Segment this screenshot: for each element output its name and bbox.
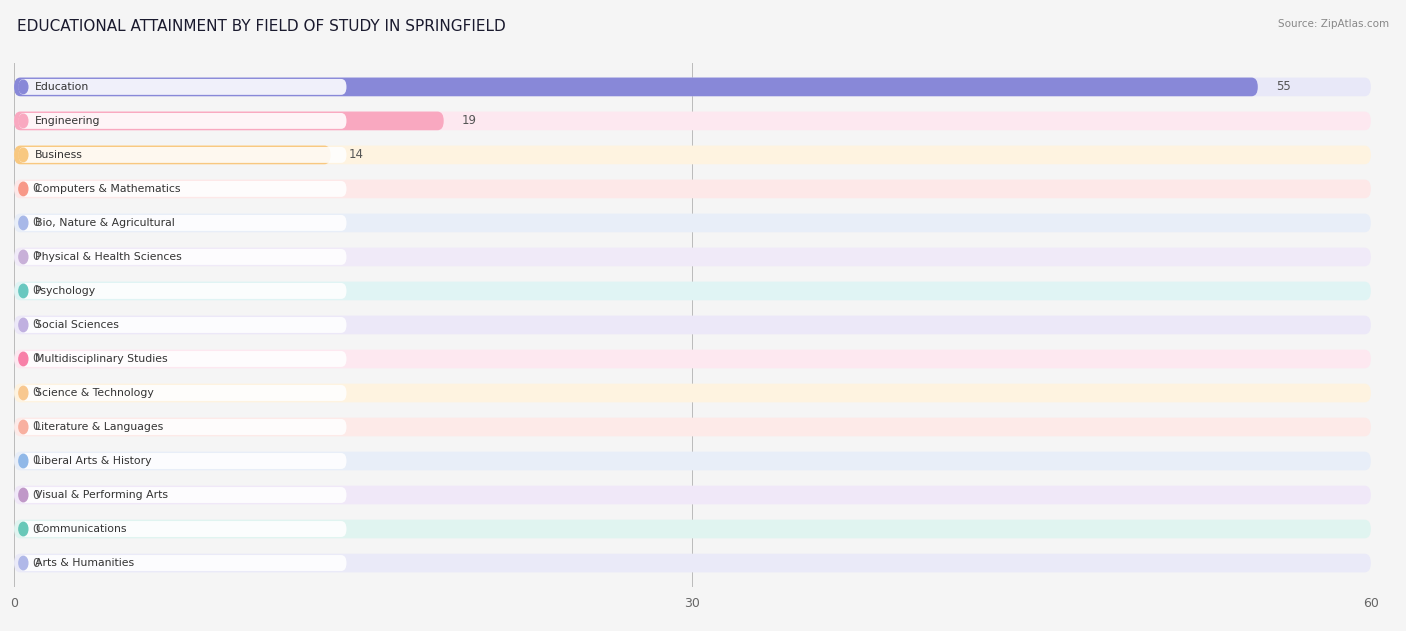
- FancyBboxPatch shape: [14, 247, 1371, 266]
- Circle shape: [18, 284, 28, 298]
- Circle shape: [18, 216, 28, 230]
- FancyBboxPatch shape: [18, 79, 346, 95]
- Circle shape: [18, 488, 28, 502]
- Text: Education: Education: [35, 82, 89, 92]
- FancyBboxPatch shape: [14, 146, 1371, 164]
- Text: Liberal Arts & History: Liberal Arts & History: [35, 456, 152, 466]
- FancyBboxPatch shape: [18, 181, 346, 197]
- Text: 0: 0: [32, 420, 39, 433]
- FancyBboxPatch shape: [14, 486, 1371, 504]
- Text: 55: 55: [1275, 80, 1291, 93]
- Text: EDUCATIONAL ATTAINMENT BY FIELD OF STUDY IN SPRINGFIELD: EDUCATIONAL ATTAINMENT BY FIELD OF STUDY…: [17, 19, 506, 34]
- Text: Literature & Languages: Literature & Languages: [35, 422, 163, 432]
- FancyBboxPatch shape: [14, 281, 1371, 300]
- FancyBboxPatch shape: [18, 419, 346, 435]
- Text: Physical & Health Sciences: Physical & Health Sciences: [35, 252, 181, 262]
- Text: 14: 14: [349, 148, 364, 162]
- Text: 0: 0: [32, 251, 39, 264]
- FancyBboxPatch shape: [14, 384, 1371, 403]
- FancyBboxPatch shape: [14, 350, 1371, 369]
- Text: Business: Business: [35, 150, 83, 160]
- Text: 0: 0: [32, 285, 39, 297]
- Text: Science & Technology: Science & Technology: [35, 388, 153, 398]
- Text: Engineering: Engineering: [35, 116, 100, 126]
- Circle shape: [18, 522, 28, 536]
- Text: 0: 0: [32, 454, 39, 468]
- FancyBboxPatch shape: [14, 112, 444, 130]
- Text: Psychology: Psychology: [35, 286, 96, 296]
- FancyBboxPatch shape: [14, 213, 1371, 232]
- Circle shape: [18, 182, 28, 196]
- FancyBboxPatch shape: [14, 78, 1258, 97]
- FancyBboxPatch shape: [18, 215, 346, 231]
- FancyBboxPatch shape: [14, 418, 1371, 437]
- Text: Bio, Nature & Agricultural: Bio, Nature & Agricultural: [35, 218, 174, 228]
- Text: 0: 0: [32, 319, 39, 331]
- Text: Multidisciplinary Studies: Multidisciplinary Studies: [35, 354, 167, 364]
- FancyBboxPatch shape: [14, 112, 1371, 130]
- FancyBboxPatch shape: [14, 78, 1371, 97]
- Text: Arts & Humanities: Arts & Humanities: [35, 558, 134, 568]
- Circle shape: [18, 420, 28, 433]
- Circle shape: [18, 148, 28, 162]
- FancyBboxPatch shape: [18, 487, 346, 503]
- Circle shape: [18, 352, 28, 366]
- Circle shape: [18, 454, 28, 468]
- FancyBboxPatch shape: [14, 520, 1371, 538]
- FancyBboxPatch shape: [18, 555, 346, 571]
- Text: 0: 0: [32, 353, 39, 365]
- Circle shape: [18, 318, 28, 332]
- Text: Visual & Performing Arts: Visual & Performing Arts: [35, 490, 167, 500]
- Circle shape: [18, 80, 28, 93]
- Circle shape: [18, 386, 28, 400]
- Text: 0: 0: [32, 216, 39, 230]
- Text: 19: 19: [461, 114, 477, 127]
- Text: Source: ZipAtlas.com: Source: ZipAtlas.com: [1278, 19, 1389, 29]
- Text: 0: 0: [32, 488, 39, 502]
- Text: 0: 0: [32, 386, 39, 399]
- FancyBboxPatch shape: [14, 146, 330, 164]
- FancyBboxPatch shape: [18, 453, 346, 469]
- Text: Communications: Communications: [35, 524, 127, 534]
- FancyBboxPatch shape: [18, 147, 346, 163]
- Text: 0: 0: [32, 522, 39, 536]
- Text: Social Sciences: Social Sciences: [35, 320, 118, 330]
- FancyBboxPatch shape: [18, 521, 346, 537]
- Text: 0: 0: [32, 182, 39, 196]
- FancyBboxPatch shape: [14, 452, 1371, 470]
- FancyBboxPatch shape: [18, 113, 346, 129]
- Circle shape: [18, 250, 28, 264]
- Circle shape: [18, 114, 28, 127]
- Text: 0: 0: [32, 557, 39, 570]
- Text: Computers & Mathematics: Computers & Mathematics: [35, 184, 180, 194]
- FancyBboxPatch shape: [14, 316, 1371, 334]
- FancyBboxPatch shape: [14, 180, 1371, 198]
- FancyBboxPatch shape: [18, 283, 346, 299]
- Circle shape: [18, 557, 28, 570]
- FancyBboxPatch shape: [18, 385, 346, 401]
- FancyBboxPatch shape: [14, 553, 1371, 572]
- FancyBboxPatch shape: [18, 249, 346, 265]
- FancyBboxPatch shape: [18, 351, 346, 367]
- FancyBboxPatch shape: [18, 317, 346, 333]
